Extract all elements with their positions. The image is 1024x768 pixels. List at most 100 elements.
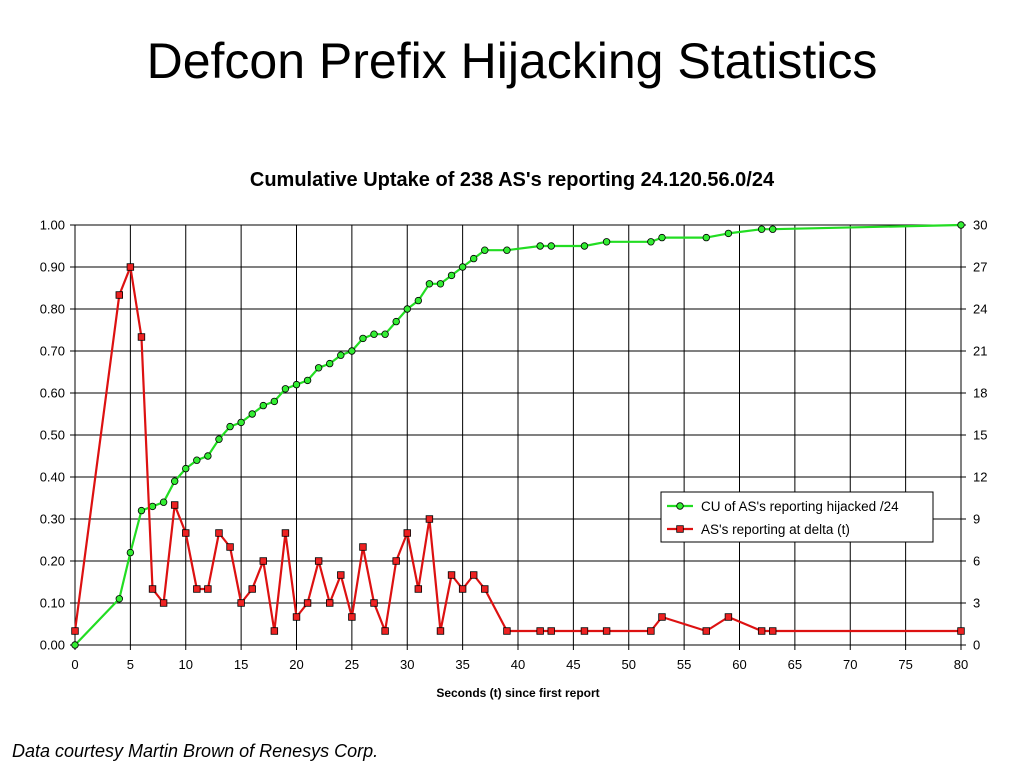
data-point-delta: [458, 585, 467, 593]
legend-box: [660, 491, 934, 543]
y-left-tick-label: 0.90: [40, 260, 65, 275]
data-point-cumulative: [957, 221, 965, 229]
data-point-delta: [647, 627, 655, 635]
y-right-tick-label: 24: [973, 302, 987, 317]
data-point-delta: [469, 571, 478, 579]
y-right-tick-label: 0: [973, 638, 980, 653]
x-tick-label: 5: [127, 657, 134, 672]
data-point-delta: [137, 333, 146, 341]
y-left-tick-label: 1.00: [40, 218, 65, 233]
x-tick-label: 75: [898, 657, 912, 672]
data-point-delta: [702, 627, 710, 635]
data-point-delta: [359, 543, 367, 551]
data-point-cumulative: [226, 422, 234, 431]
data-point-cumulative: [547, 242, 555, 250]
data-point-delta: [481, 585, 489, 593]
x-tick-label: 50: [622, 657, 636, 672]
data-point-delta: [769, 627, 777, 635]
data-point-cumulative: [447, 271, 456, 280]
data-point-delta: [71, 627, 79, 635]
data-point-cumulative: [337, 351, 345, 359]
data-point-cumulative: [536, 242, 544, 250]
y-left-tick-label: 0.70: [40, 344, 65, 359]
data-point-cumulative: [237, 418, 245, 427]
data-point-cumulative: [392, 317, 400, 326]
data-point-cumulative: [292, 380, 301, 389]
data-point-cumulative: [381, 330, 389, 338]
data-point-delta: [403, 529, 411, 537]
y-left-tick-label: 0.30: [40, 512, 65, 527]
data-point-cumulative: [182, 464, 190, 473]
data-point-delta: [182, 529, 190, 537]
data-point-delta: [248, 585, 256, 593]
data-point-delta: [957, 627, 965, 635]
data-point-delta: [724, 613, 733, 621]
data-point-cumulative: [314, 364, 323, 372]
x-axis-label: Seconds (t) since first report: [436, 686, 599, 700]
data-point-cumulative: [159, 498, 168, 506]
y-right-tick-label: 3: [973, 596, 980, 611]
data-point-delta: [381, 627, 389, 635]
data-point-delta: [314, 557, 323, 565]
data-point-delta: [148, 585, 157, 593]
data-point-delta: [447, 571, 456, 579]
data-point-delta: [126, 263, 135, 271]
data-point-cumulative: [137, 506, 146, 515]
y-right-tick-label: 18: [973, 386, 987, 401]
data-point-delta: [337, 571, 345, 579]
data-point-cumulative: [602, 238, 611, 246]
data-point-delta: [215, 529, 223, 537]
data-point-cumulative: [436, 280, 445, 288]
x-tick-label: 20: [289, 657, 303, 672]
data-point-cumulative: [403, 305, 411, 313]
y-left-tick-label: 0.20: [40, 554, 65, 569]
data-point-cumulative: [458, 263, 467, 271]
data-point-cumulative: [259, 401, 267, 410]
data-point-delta: [303, 599, 312, 607]
data-point-delta: [414, 585, 423, 593]
data-point-delta: [425, 515, 434, 523]
data-point-delta: [281, 529, 290, 537]
data-point-cumulative: [414, 296, 423, 305]
data-point-delta: [170, 501, 179, 509]
data-point-cumulative: [503, 246, 511, 254]
x-tick-label: 30: [400, 657, 414, 672]
legend-label: AS's reporting at delta (t): [701, 522, 850, 537]
data-point-delta: [115, 291, 123, 299]
data-point-delta: [193, 585, 201, 593]
chart-title: Cumulative Uptake of 238 AS's reporting …: [250, 169, 775, 191]
legend-swatch-marker: [676, 502, 684, 510]
y-right-tick-label: 12: [973, 470, 987, 485]
data-point-cumulative: [647, 238, 655, 246]
data-point-delta: [370, 599, 378, 607]
x-tick-label: 70: [843, 657, 857, 672]
data-point-cumulative: [481, 246, 489, 254]
data-point-delta: [658, 613, 666, 621]
data-point-delta: [436, 627, 445, 635]
y-right-tick-label: 9: [973, 512, 980, 527]
data-point-cumulative: [326, 359, 334, 368]
data-point-delta: [159, 599, 168, 607]
x-tick-label: 80: [954, 657, 968, 672]
data-point-delta: [757, 627, 766, 635]
data-point-cumulative: [724, 229, 733, 238]
data-point-cumulative: [270, 397, 279, 406]
data-point-delta: [392, 557, 400, 565]
x-tick-label: 35: [455, 657, 469, 672]
data-point-cumulative: [215, 435, 223, 443]
data-point-delta: [580, 627, 589, 635]
data-point-delta: [237, 599, 245, 607]
data-point-cumulative: [348, 347, 356, 355]
data-point-delta: [204, 585, 212, 593]
data-point-cumulative: [359, 334, 367, 343]
y-left-tick-label: 0.80: [40, 302, 65, 317]
data-point-cumulative: [303, 376, 312, 385]
y-left-tick-label: 0.00: [40, 638, 65, 653]
data-point-delta: [602, 627, 611, 635]
data-point-cumulative: [281, 385, 290, 393]
x-tick-label: 0: [71, 657, 78, 672]
slide-title: Defcon Prefix Hijacking Statistics: [146, 33, 878, 89]
data-point-cumulative: [148, 502, 157, 511]
x-tick-label: 40: [511, 657, 525, 672]
